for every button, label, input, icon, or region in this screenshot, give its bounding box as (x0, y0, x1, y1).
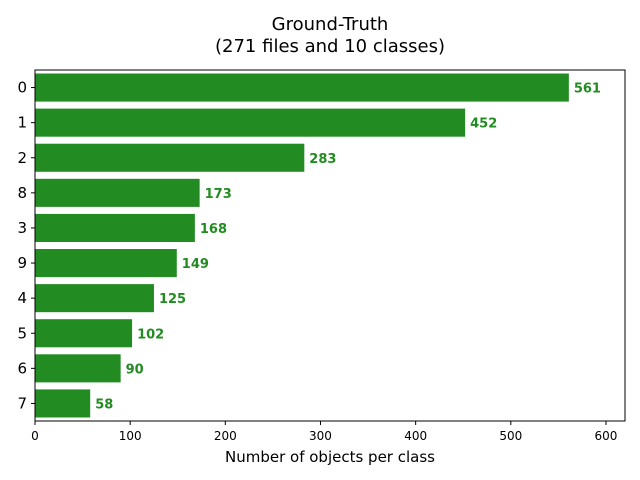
y-tick-label-1: 1 (17, 114, 27, 132)
x-axis-label: Number of objects per class (225, 448, 435, 466)
data-label-4: 125 (159, 292, 186, 307)
data-label-1: 452 (470, 117, 497, 132)
bar-6 (35, 354, 121, 383)
bar-2 (35, 143, 305, 172)
y-tick-labels: 0 1 2 8 3 9 4 5 6 7 (17, 79, 35, 412)
y-tick-label-3: 3 (17, 219, 27, 237)
x-tick-label-0: 0 (31, 429, 39, 443)
y-tick-label-9: 9 (17, 254, 27, 272)
y-tick-label-5: 5 (17, 324, 27, 342)
chart-title: Ground-Truth (272, 14, 389, 35)
chart-subtitle: (271 files and 10 classes) (215, 36, 445, 57)
bar-5 (35, 319, 133, 348)
data-label-2: 283 (309, 152, 336, 167)
data-label-3: 168 (200, 222, 227, 237)
data-label-9: 149 (182, 257, 209, 272)
data-label-5: 102 (137, 327, 164, 342)
x-tick-label-200: 200 (214, 429, 237, 443)
y-tick-label-4: 4 (17, 289, 27, 307)
x-tick-label-100: 100 (119, 429, 142, 443)
data-label-8: 173 (205, 187, 232, 202)
data-label-0: 561 (574, 82, 601, 97)
y-tick-label-8: 8 (17, 184, 27, 202)
y-tick-label-2: 2 (17, 149, 27, 167)
plot-frame (34, 69, 626, 422)
y-tick-label-0: 0 (17, 79, 27, 97)
bar-8 (35, 178, 200, 207)
y-tick-label-7: 7 (17, 394, 27, 412)
bar-4 (35, 284, 154, 313)
data-label-7: 58 (95, 397, 113, 412)
bars-group: 561 452 283 173 168 149 125 102 90 58 (35, 73, 601, 418)
x-tick-label-600: 600 (595, 429, 618, 443)
bar-0 (35, 73, 569, 102)
y-tick-label-6: 6 (17, 359, 27, 377)
bar-3 (35, 213, 195, 242)
x-tick-label-300: 300 (309, 429, 332, 443)
x-tick-label-500: 500 (499, 429, 522, 443)
x-tick-label-400: 400 (404, 429, 427, 443)
bar-7 (35, 389, 91, 418)
data-label-6: 90 (126, 362, 144, 377)
bar-9 (35, 249, 177, 278)
x-ticks: 0 100 200 300 400 500 600 (31, 421, 617, 443)
bar-1 (35, 108, 466, 137)
